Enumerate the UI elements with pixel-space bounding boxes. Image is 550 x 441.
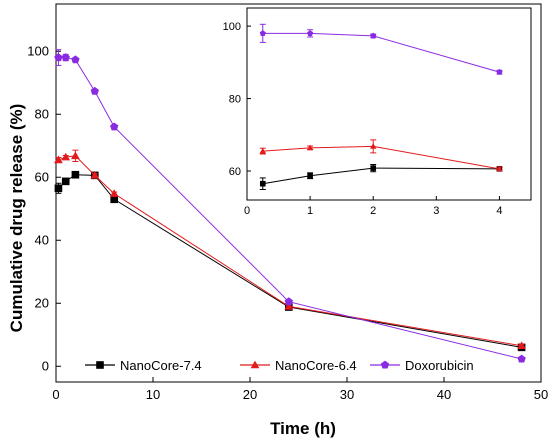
inset-series-nanocore-7-4-point — [259, 180, 266, 187]
main-series-nanocore-6-4-point — [54, 155, 63, 164]
main-x-tick-label: 40 — [437, 387, 451, 402]
inset-series-doxorubicin-point — [496, 68, 503, 75]
inset-y-tick-label: 100 — [223, 21, 241, 33]
main-y-tick-label: 60 — [35, 169, 49, 184]
main-series-doxorubicin-point — [54, 53, 63, 62]
legend-nanocore-7-4-label: NanoCore-7.4 — [120, 358, 202, 373]
main-x-tick-label: 20 — [243, 387, 257, 402]
inset-x-tick-label: 1 — [307, 205, 313, 217]
inset-x-tick-label: 3 — [433, 205, 439, 217]
main-series-doxorubicin-point — [90, 86, 99, 95]
main-series-nanocore-7-4-point — [110, 195, 118, 204]
main-series-nanocore-6-4-point — [71, 151, 80, 160]
legend-doxorubicin-marker — [380, 360, 390, 369]
main-series-doxorubicin-point — [517, 354, 526, 363]
legend-nanocore-6-4-marker — [250, 360, 260, 369]
inset-series-nanocore-6-4-line — [262, 145, 500, 170]
inset-series-nanocore-7-4-point — [307, 172, 313, 179]
inset-series-doxorubicin-line — [262, 32, 500, 73]
inset-series-doxorubicin-point — [307, 30, 314, 36]
main-series-nanocore-6-4-point — [109, 189, 119, 197]
legend-nanocore-7-4-marker — [96, 361, 104, 369]
main-series-nanocore-6-4-point — [284, 302, 294, 310]
inset-y-tick-label: 80 — [229, 94, 241, 106]
main-x-tick-label: 30 — [340, 387, 354, 402]
legend-doxorubicin-label: Doxorubicin — [405, 358, 474, 373]
inset-series-doxorubicin-point — [370, 32, 377, 39]
main-series-nanocore-7-4-point — [71, 170, 80, 179]
main-y-tick-label: 80 — [35, 106, 49, 121]
inset-plot: 0 1 2 3 4 60 80 100 — [223, 7, 532, 217]
inset-frame — [246, 7, 532, 201]
inset-y-tick-label: 60 — [229, 166, 241, 178]
inset-x-tick-label: 4 — [496, 205, 502, 217]
inset-series-nanocore-6-4-point — [496, 165, 503, 172]
legend: NanoCore-7.4 NanoCore-6.4 Doxorubicin — [85, 358, 474, 373]
main-x-tick-label: 10 — [146, 387, 160, 402]
main-y-tick-label: 20 — [35, 295, 49, 310]
main-x-tick-label: 0 — [52, 387, 59, 402]
inset-series-doxorubicin-point — [259, 30, 266, 36]
x-axis-label: Time (h) — [270, 419, 336, 438]
main-series-nanocore-6-4-point — [517, 341, 526, 350]
legend-nanocore-6-4-label: NanoCore-6.4 — [275, 358, 357, 373]
inset-series-nanocore-6-4-point — [259, 147, 266, 154]
main-y-tick-label: 100 — [27, 43, 49, 58]
main-series-nanocore-7-4-point — [54, 184, 63, 193]
inset-x-tick-label: 0 — [244, 205, 250, 217]
inset-series-nanocore-7-4-line — [262, 167, 500, 185]
inset-series-nanocore-6-4-point — [370, 143, 377, 149]
main-series-nanocore-7-4-point — [61, 177, 70, 186]
inset-series-nanocore-6-4-point — [306, 144, 314, 151]
main-series-nanocore-6-4-point — [61, 152, 71, 161]
main-series-doxorubicin-point — [71, 55, 80, 64]
inset-x-tick-label: 2 — [370, 205, 376, 217]
main-y-tick-label: 0 — [42, 358, 49, 373]
main-series-nanocore-6-4-point — [90, 170, 100, 179]
main-series-doxorubicin-point — [284, 297, 293, 306]
main-x-tick-label: 50 — [534, 387, 548, 402]
y-axis-label: Cumulative drug release (%) — [7, 104, 26, 333]
inset-series-nanocore-7-4-point — [370, 165, 377, 171]
main-series-doxorubicin-point — [110, 122, 119, 131]
main-y-tick-label: 40 — [35, 232, 49, 247]
main-series-doxorubicin-point — [61, 53, 70, 62]
